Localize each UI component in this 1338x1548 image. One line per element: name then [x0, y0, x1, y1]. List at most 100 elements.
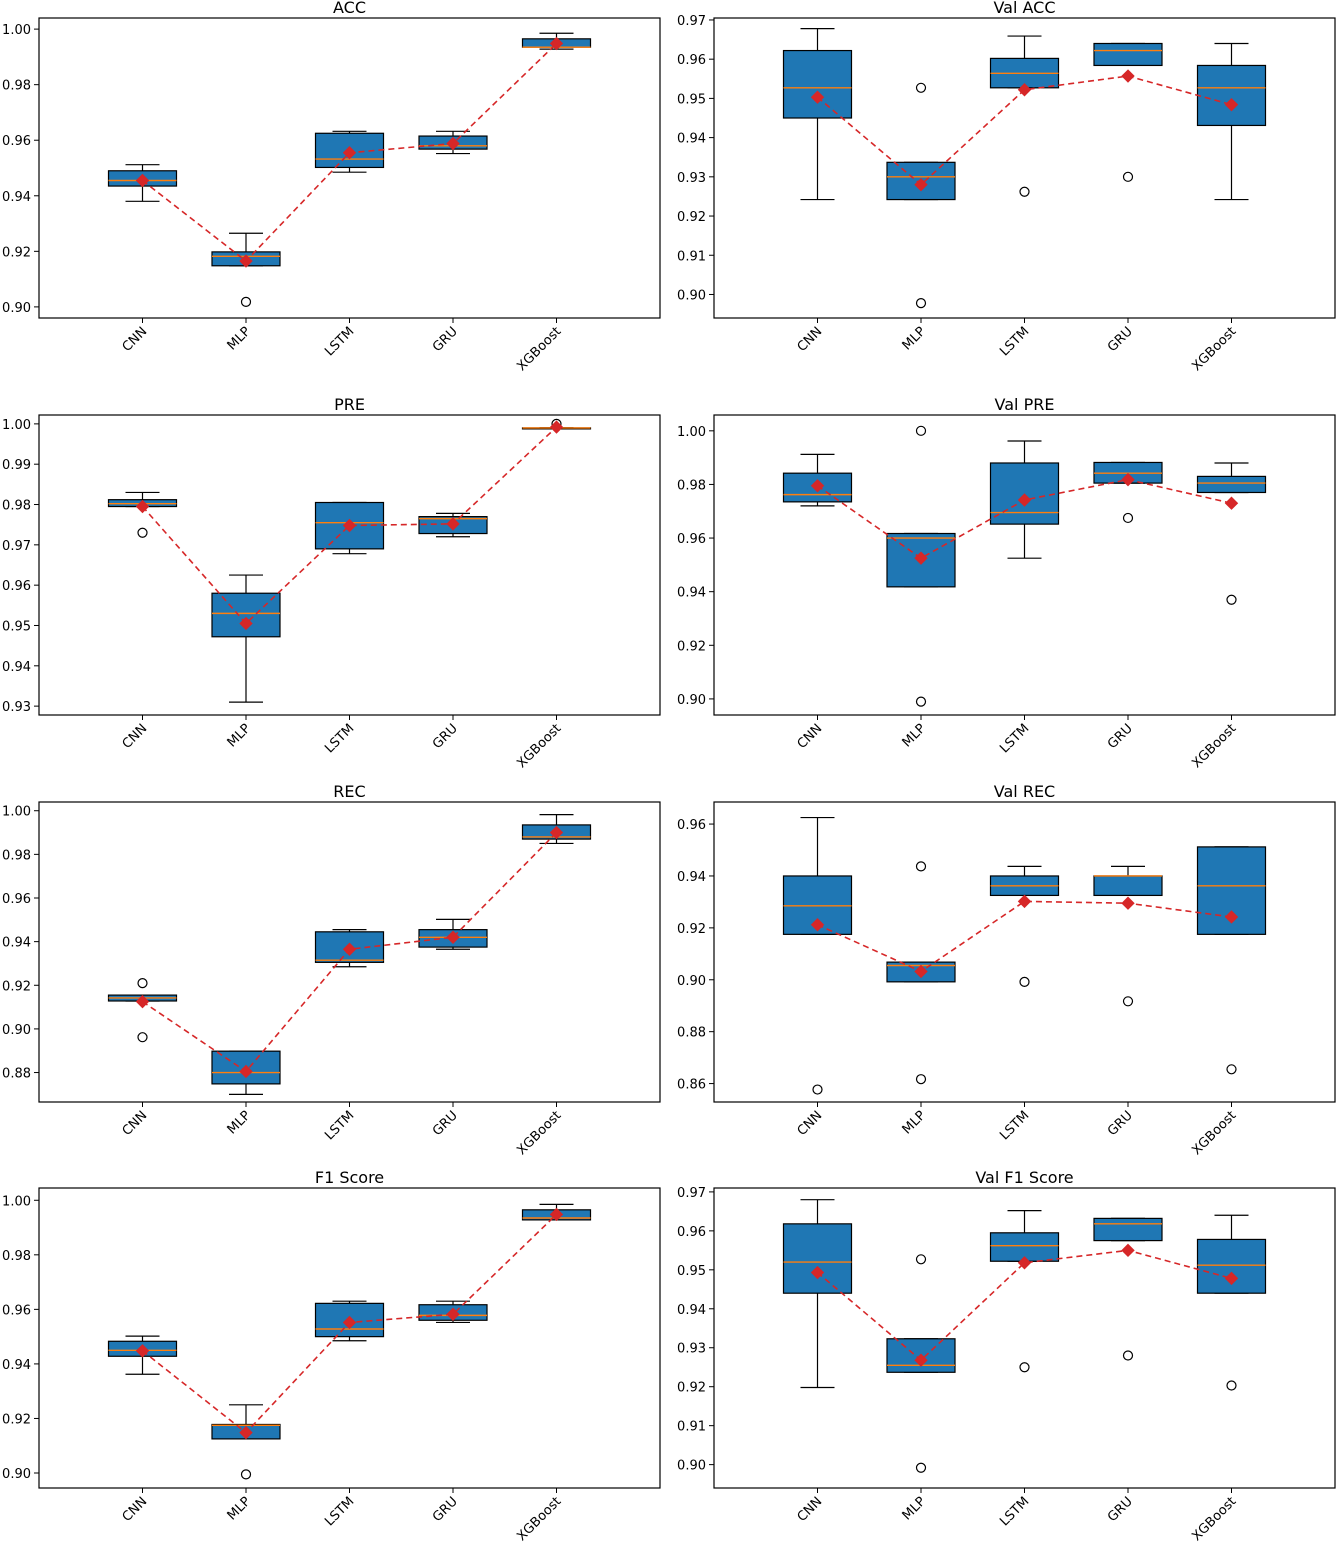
outlier-point	[1019, 186, 1030, 197]
box-lstm	[989, 35, 1060, 197]
y-tick-label: 0.98	[677, 478, 706, 493]
y-tick-label: 0.96	[2, 579, 31, 594]
y-tick-label: 0.90	[677, 974, 706, 989]
x-tick-label: GRU	[430, 324, 461, 355]
y-tick-label: 0.91	[677, 249, 706, 264]
axes-frame	[713, 17, 1336, 319]
mean-marker	[1224, 910, 1239, 924]
box-mlp	[211, 574, 281, 703]
y-tick-label: 0.94	[677, 1303, 706, 1318]
box-gru	[1093, 42, 1163, 182]
x-tick-label: CNN	[120, 1494, 151, 1525]
x-tick-label: CNN	[795, 1494, 826, 1525]
chart-panel-7: Val F1 Score 0.90 0.91 0.92 0.93 0.94 0.95 0.96…	[677, 1168, 1336, 1544]
mean-marker	[1121, 69, 1135, 83]
outlier-point	[915, 297, 927, 309]
x-tick-label: XGBoost	[514, 1494, 564, 1544]
y-tick-label: 0.90	[2, 1023, 31, 1038]
outlier-point	[812, 1084, 823, 1095]
outlier-point	[1226, 1380, 1237, 1391]
mean-marker	[239, 1425, 253, 1440]
x-tick-label: CNN	[120, 1108, 151, 1139]
x-tick-label: MLP	[900, 1108, 929, 1137]
outlier-point	[240, 296, 252, 307]
box-mlp	[886, 425, 956, 707]
x-tick-label: CNN	[795, 324, 826, 355]
mean-marker	[914, 964, 928, 979]
y-tick-label: 0.91	[677, 1420, 706, 1435]
x-tick-label: XGBoost	[514, 721, 564, 771]
outlier-point	[240, 1469, 252, 1480]
mean-marker	[446, 1307, 460, 1321]
outlier-point	[137, 527, 148, 538]
y-tick-label: 0.94	[2, 660, 31, 675]
outlier-point	[1122, 996, 1134, 1007]
y-tick-label: 0.94	[2, 190, 31, 205]
x-tick-label: GRU	[1105, 324, 1136, 355]
outlier-point	[915, 696, 927, 707]
outlier-point	[915, 1074, 927, 1085]
y-tick-label: 0.86	[677, 1078, 706, 1093]
mean-trend-line	[817, 900, 1232, 973]
y-tick-label: 0.96	[2, 134, 31, 149]
box-mlp	[211, 1404, 281, 1480]
chart-panel-3: Val PRE 0.90 0.92 0.94 0.96 0.98 1.00 CNN MLP LST…	[677, 395, 1336, 771]
outlier-point	[1226, 1064, 1237, 1075]
y-tick-label: 0.98	[2, 79, 31, 94]
y-tick-label: 0.90	[2, 1467, 31, 1482]
x-tick-label: CNN	[795, 1108, 826, 1139]
mean-trend-line	[141, 426, 558, 625]
mean-marker	[549, 420, 564, 434]
y-tick-label: 0.92	[677, 922, 706, 937]
y-tick-label: 0.94	[677, 586, 706, 601]
x-tick-label: MLP	[225, 324, 254, 353]
y-tick-label: 0.90	[677, 1459, 706, 1474]
axes-frame	[38, 1187, 661, 1489]
box-lstm	[989, 1209, 1060, 1373]
mean-marker	[342, 518, 357, 533]
mean-marker	[135, 994, 150, 1009]
iqr-box	[1196, 475, 1267, 494]
y-tick-label: 0.96	[2, 1303, 31, 1318]
mean-marker	[1121, 472, 1135, 487]
mean-marker	[549, 825, 564, 840]
mean-marker	[914, 551, 928, 565]
x-tick-label: LSTM	[997, 1108, 1032, 1143]
outlier-point	[915, 1462, 927, 1473]
box-xgboost	[1196, 846, 1267, 1075]
axes-frame	[38, 17, 661, 319]
outlier-point	[915, 425, 927, 436]
box-cnn	[782, 27, 853, 201]
outlier-point	[137, 1032, 148, 1043]
y-tick-label: 0.94	[677, 132, 706, 147]
x-tick-label: XGBoost	[1189, 324, 1239, 374]
x-tick-label: CNN	[120, 324, 151, 355]
x-tick-label: LSTM	[322, 324, 357, 359]
mean-marker	[446, 930, 460, 944]
x-tick-label: LSTM	[322, 721, 357, 756]
y-tick-label: 0.94	[2, 936, 31, 951]
chart-panel-4: REC 0.88 0.90 0.92 0.94 0.96 0.98 1.00 CNN MLP LST…	[2, 782, 661, 1158]
y-tick-label: 0.92	[2, 245, 31, 260]
x-tick-label: LSTM	[322, 1108, 357, 1143]
y-tick-label: 0.98	[2, 499, 31, 514]
mean-marker	[135, 499, 150, 514]
outlier-point	[1122, 1350, 1134, 1361]
axes-frame	[38, 801, 661, 1103]
y-tick-label: 0.95	[677, 1264, 706, 1279]
y-tick-label: 0.93	[2, 700, 31, 715]
box-cnn	[107, 977, 178, 1043]
y-tick-label: 0.98	[2, 848, 31, 863]
chart-title: PRE	[334, 395, 365, 414]
mean-marker	[914, 1353, 928, 1367]
mean-marker	[342, 942, 357, 956]
mean-marker	[1017, 1256, 1032, 1270]
box-cnn	[782, 453, 853, 507]
y-tick-label: 1.00	[2, 418, 31, 433]
chart-title: ACC	[333, 0, 366, 17]
y-tick-label: 0.97	[677, 14, 706, 29]
y-tick-label: 0.92	[677, 210, 706, 225]
y-tick-label: 0.90	[2, 301, 31, 316]
iqr-box	[1196, 64, 1267, 127]
